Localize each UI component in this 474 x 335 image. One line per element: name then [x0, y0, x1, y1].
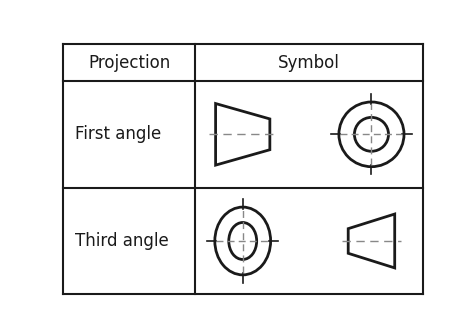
Text: Symbol: Symbol	[278, 54, 340, 72]
Text: Third angle: Third angle	[75, 232, 168, 250]
Text: Projection: Projection	[88, 54, 170, 72]
Text: First angle: First angle	[75, 125, 161, 143]
